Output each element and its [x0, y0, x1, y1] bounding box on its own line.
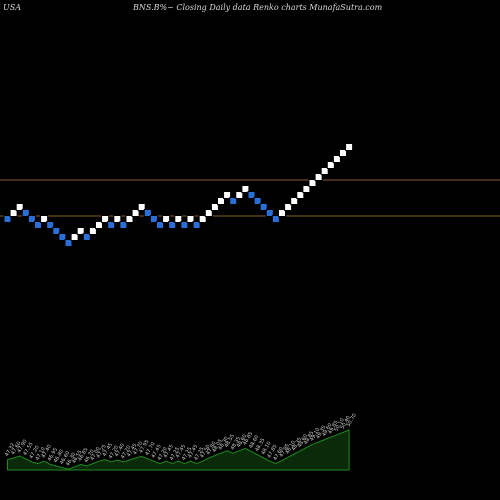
renko-brick-48 [296, 191, 305, 199]
renko-brick-6 [40, 215, 49, 223]
renko-brick-35 [217, 197, 225, 205]
renko-brick-46 [284, 203, 293, 211]
renko-brick-47 [290, 197, 299, 205]
renko-brick-32 [198, 215, 207, 223]
renko-brick-20 [125, 215, 134, 223]
renko-brick-21 [131, 209, 140, 217]
renko-bricks [3, 143, 354, 247]
renko-brick-33 [204, 209, 213, 217]
renko-brick-50 [308, 179, 317, 187]
renko-brick-36 [223, 191, 232, 199]
renko-brick-41 [253, 197, 262, 205]
renko-brick-24 [149, 215, 158, 223]
renko-brick-9 [58, 233, 67, 241]
renko-brick-45 [278, 209, 286, 217]
renko-brick-8 [52, 227, 61, 235]
renko-brick-49 [302, 185, 311, 193]
renko-brick-31 [192, 221, 201, 229]
renko-brick-37 [229, 197, 238, 205]
renko-brick-34 [210, 203, 219, 211]
renko-brick-13 [82, 233, 91, 241]
renko-brick-1 [9, 209, 18, 217]
renko-brick-42 [259, 203, 268, 211]
renko-brick-23 [143, 209, 152, 217]
renko-brick-2 [15, 203, 24, 211]
renko-brick-29 [180, 221, 189, 229]
renko-brick-56 [345, 143, 354, 151]
renko-brick-52 [320, 167, 329, 175]
renko-brick-14 [88, 227, 97, 235]
country-label: USA [3, 3, 21, 12]
renko-brick-16 [101, 215, 110, 223]
volume-area [7, 429, 350, 471]
renko-brick-17 [107, 221, 116, 229]
renko-brick-12 [76, 227, 85, 235]
renko-brick-4 [27, 215, 36, 223]
renko-brick-51 [314, 173, 323, 181]
renko-brick-38 [235, 191, 244, 199]
renko-brick-7 [46, 221, 55, 229]
renko-brick-3 [21, 209, 30, 217]
renko-brick-54 [332, 155, 341, 163]
renko-brick-10 [64, 239, 73, 247]
renko-brick-40 [247, 191, 256, 199]
renko-brick-18 [113, 215, 122, 223]
renko-brick-15 [95, 221, 103, 229]
reference-lines [0, 179, 500, 217]
chart-caption: BNS.B%~ Closing Daily data Renko charts … [133, 3, 383, 12]
renko-brick-28 [174, 215, 183, 223]
renko-brick-55 [339, 149, 347, 157]
renko-brick-19 [119, 221, 128, 229]
renko-brick-25 [156, 221, 164, 229]
renko-brick-53 [326, 161, 335, 169]
renko-brick-30 [186, 215, 195, 223]
renko-brick-44 [271, 215, 280, 223]
volume-label-56: 50.70 [346, 413, 358, 428]
renko-brick-0 [3, 215, 12, 223]
volume-panel: 47.3247.6047.9047.5547.2047.1047.4046.95… [4, 413, 358, 471]
renko-brick-43 [265, 209, 274, 217]
renko-brick-27 [168, 221, 177, 229]
renko-brick-11 [70, 233, 79, 241]
renko-brick-22 [137, 203, 146, 211]
renko-brick-5 [34, 221, 42, 229]
renko-brick-26 [162, 215, 171, 223]
renko-brick-39 [241, 185, 250, 193]
